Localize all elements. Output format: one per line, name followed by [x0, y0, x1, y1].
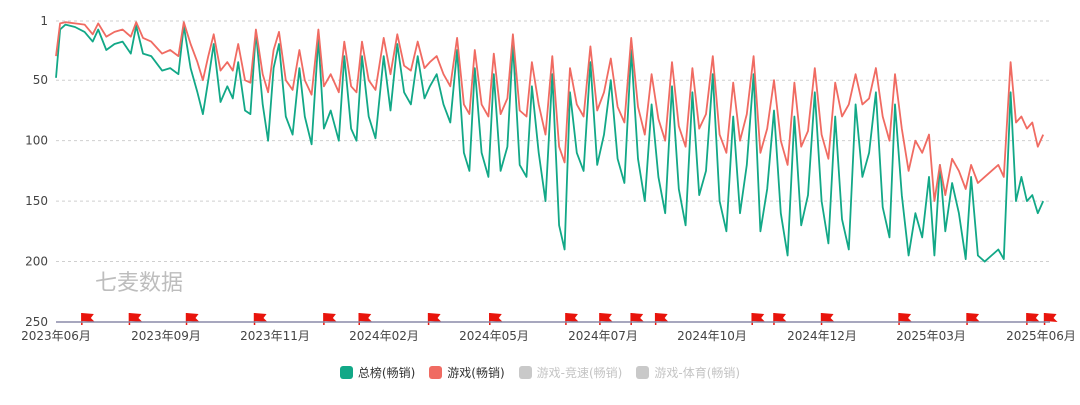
legend-item[interactable]: 游戏-竞速(畅销) — [518, 364, 623, 381]
y-tick-label: 250 — [25, 315, 48, 329]
x-tick-label: 2024年10月 — [677, 329, 747, 343]
flag-marker-icon[interactable] — [751, 313, 766, 325]
x-tick-label: 2024年07月 — [568, 329, 638, 343]
flag-marker-icon[interactable] — [599, 313, 613, 325]
flag-marker-icon[interactable] — [489, 313, 503, 325]
x-tick-label: 2025年06月 — [1006, 329, 1076, 343]
series-line — [55, 23, 1045, 263]
flag-marker-icon[interactable] — [820, 313, 835, 325]
legend-label: 游戏-体育(畅销) — [654, 366, 741, 380]
flag-marker-icon[interactable] — [128, 313, 143, 325]
flag-marker-icon[interactable] — [253, 313, 268, 325]
legend-label: 总榜(畅销) — [357, 366, 416, 380]
legend-label: 游戏-竞速(畅销) — [536, 366, 623, 380]
x-tick-label: 2025年03月 — [896, 329, 966, 343]
x-tick-label: 2023年06月 — [21, 329, 91, 343]
flag-marker-icon[interactable] — [1026, 313, 1040, 325]
y-tick-label: 1 — [40, 14, 48, 28]
flag-marker-icon[interactable] — [358, 313, 373, 325]
legend-item[interactable]: 游戏(畅销) — [429, 364, 505, 381]
legend-label: 游戏(畅销) — [447, 366, 505, 380]
y-tick-label: 200 — [25, 255, 48, 269]
legend-swatch — [429, 366, 443, 379]
legend-swatch — [518, 366, 532, 379]
chart-lines — [55, 21, 1045, 263]
legend-swatch — [339, 366, 353, 379]
flag-marker-icon[interactable] — [898, 313, 913, 325]
x-tick-label: 2024年05月 — [459, 329, 529, 343]
series-line — [55, 21, 1045, 202]
flag-marker-icon[interactable] — [81, 313, 95, 325]
x-tick-label: 2023年09月 — [131, 329, 201, 343]
flag-marker-icon[interactable] — [427, 313, 442, 325]
flag-marker-icon[interactable] — [565, 313, 579, 325]
chart-legend: 总榜(畅销) 游戏(畅销) 游戏-竞速(畅销) 游戏-体育(畅销) — [0, 364, 1080, 381]
event-flags — [81, 313, 1058, 325]
flag-marker-icon[interactable] — [185, 313, 200, 325]
legend-item[interactable]: 游戏-体育(畅销) — [636, 364, 740, 381]
flag-marker-icon[interactable] — [654, 313, 669, 325]
flag-marker-icon[interactable] — [966, 313, 981, 325]
legend-item[interactable]: 总榜(畅销) — [339, 364, 416, 381]
x-tick-label: 2024年02月 — [349, 329, 419, 343]
flag-marker-icon[interactable] — [630, 313, 645, 325]
watermark: 七麦数据 — [95, 271, 183, 296]
x-tick-label: 2024年12月 — [787, 329, 857, 343]
flag-marker-icon[interactable] — [1043, 313, 1058, 325]
chart-grid — [56, 20, 1050, 263]
flag-marker-icon[interactable] — [773, 313, 787, 325]
flag-marker-icon[interactable] — [323, 313, 337, 325]
y-tick-label: 150 — [25, 194, 48, 208]
y-tick-label: 100 — [25, 134, 48, 148]
x-axis-labels: 2023年06月 2023年09月 2023年11月 2024年02月 2024年05月… — [21, 329, 1076, 343]
x-tick-label: 2023年11月 — [240, 329, 310, 343]
legend-swatch — [636, 366, 650, 379]
y-tick-label: 50 — [33, 73, 48, 87]
